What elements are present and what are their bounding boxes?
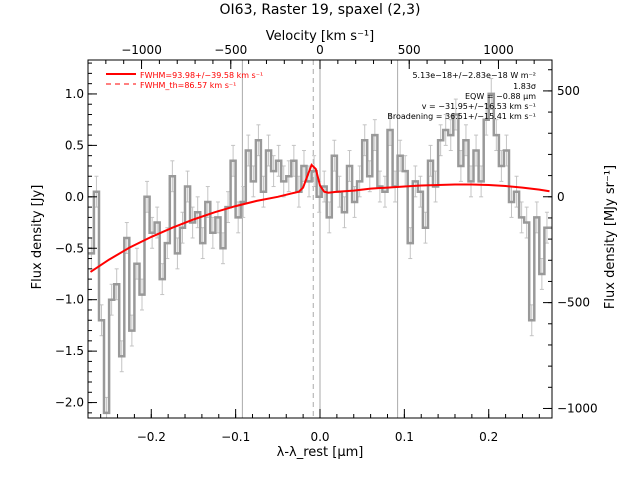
- legend-label-fwhm-th: FWHM_th=86.57 km s⁻¹: [140, 81, 236, 90]
- annotation-sigma: 1.83σ: [513, 82, 536, 91]
- y-tick-label-5: −1.5: [55, 344, 84, 358]
- x-tick-label-0: −0.2: [137, 430, 166, 444]
- chart-title: OI63, Raster 19, spaxel (2,3): [220, 2, 421, 18]
- y-tick-label-1: 0.5: [65, 138, 84, 152]
- x-tick-label-3: 0.1: [395, 430, 414, 444]
- x-tick-label-2: 0.0: [310, 430, 329, 444]
- x2-tick-label-3: 500: [398, 43, 421, 57]
- data-step-line: [88, 92, 552, 415]
- model-fit: [89, 163, 550, 273]
- annotation-flux: 5.13e−18+/−2.83e−18 W m⁻²: [412, 71, 536, 80]
- x-axis-label: λ-λ_rest [μm]: [277, 445, 364, 460]
- error-bars: [89, 78, 549, 419]
- y-tick-label-6: −2.0: [55, 396, 84, 410]
- right-axis-label: Flux density [MJy sr⁻¹]: [603, 165, 618, 309]
- y2-tick-label-2: −500: [557, 296, 590, 310]
- y-tick-label-0: 1.0: [65, 87, 84, 101]
- x-tick-label-1: −0.1: [221, 430, 250, 444]
- top-axis-label: Velocity [km s⁻¹]: [266, 29, 374, 44]
- annotation-velocity: v = −31.95+/−16.53 km s⁻¹: [422, 102, 536, 111]
- x2-tick-label-4: 1000: [483, 43, 514, 57]
- model-fit-line: [89, 163, 550, 273]
- axes: −0.2 −0.1 0.0 0.1 0.2 −1000 −500 0 500 1000 1.0 0.5…: [55, 43, 598, 444]
- y-tick-label-4: −1.0: [55, 293, 84, 307]
- x2-tick-label-2: 0: [316, 43, 324, 57]
- x-tick-label-4: 0.2: [479, 430, 498, 444]
- y-tick-label-3: −0.5: [55, 241, 84, 255]
- legend: FWHM=93.98+/−39.58 km s⁻¹ FWHM_th=86.57 …: [106, 71, 263, 90]
- reference-lines: [241, 60, 399, 418]
- y-axis-label: Flux density [Jy]: [30, 185, 45, 290]
- y-tick-label-2: 0.0: [65, 190, 84, 204]
- y2-tick-label-0: 500: [557, 84, 580, 98]
- y2-tick-label-3: −1000: [557, 401, 598, 415]
- y2-tick-label-1: 0: [557, 190, 565, 204]
- data-steps: [88, 92, 552, 415]
- annotations: 5.13e−18+/−2.83e−18 W m⁻² 1.83σ EQW = −0…: [387, 71, 536, 121]
- x2-tick-label-0: −1000: [121, 43, 162, 57]
- annotation-eqw: EQW = −0.88 μm: [465, 92, 536, 101]
- annotation-broadening: Broadening = 36.51+/−15.41 km s⁻¹: [387, 112, 536, 121]
- x2-tick-label-1: −500: [214, 43, 247, 57]
- legend-label-fwhm: FWHM=93.98+/−39.58 km s⁻¹: [140, 71, 263, 80]
